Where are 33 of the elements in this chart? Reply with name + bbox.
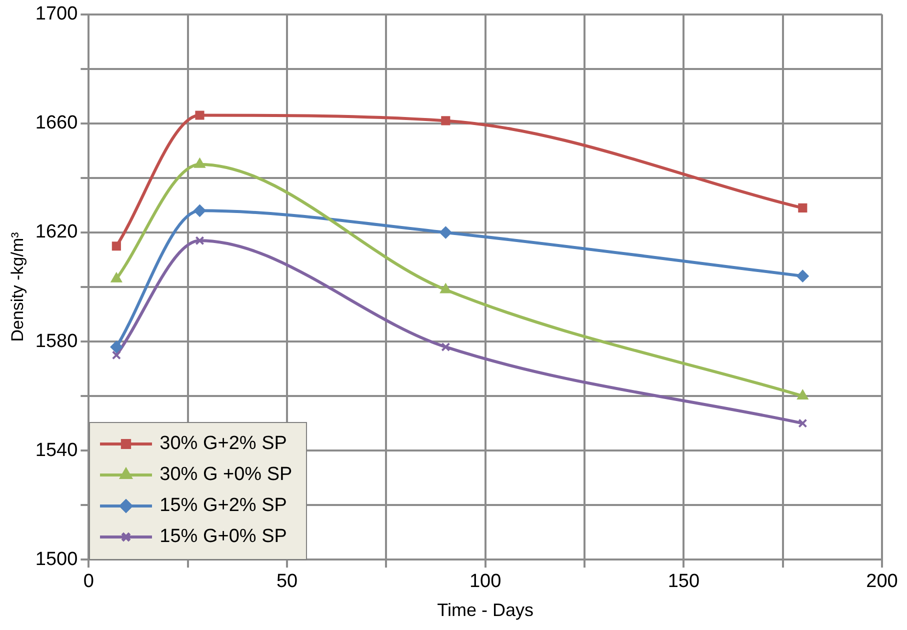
point	[112, 242, 121, 251]
y-tick-label: 1660	[35, 112, 78, 134]
y-tick-label: 1540	[35, 440, 78, 461]
point	[194, 204, 206, 217]
x-axis-title: Time - Days	[437, 600, 534, 620]
legend-label: 15% G+0% SP	[160, 526, 287, 548]
point	[195, 110, 204, 120]
point	[195, 236, 204, 246]
y-axis-title: Density -kg/m³	[8, 232, 27, 342]
y-tick-label: 1700	[35, 4, 78, 25]
point	[194, 158, 206, 168]
point	[111, 272, 122, 282]
x-tick-label: 50	[276, 571, 298, 592]
y-tick-label: 1580	[35, 330, 78, 352]
x-tick-label: 100	[469, 571, 502, 592]
point	[798, 203, 808, 212]
point	[441, 116, 450, 126]
legend-label: 30% G +0% SP	[160, 464, 292, 486]
legend-label: 15% G+2% SP	[160, 495, 287, 518]
point	[440, 226, 452, 238]
point	[798, 418, 808, 428]
point	[110, 340, 122, 353]
x-tick-label: 0	[83, 571, 94, 592]
legend-label: 30% G+2% SP	[160, 433, 287, 456]
point	[797, 390, 808, 400]
x-tick-label: 150	[668, 571, 700, 592]
x-tick-label: 200	[866, 571, 898, 592]
y-tick-label: 1620	[35, 222, 78, 243]
point	[112, 350, 121, 360]
point	[441, 342, 450, 352]
y-tick-label: 1500	[35, 548, 78, 570]
point	[796, 270, 809, 282]
point	[440, 284, 451, 294]
